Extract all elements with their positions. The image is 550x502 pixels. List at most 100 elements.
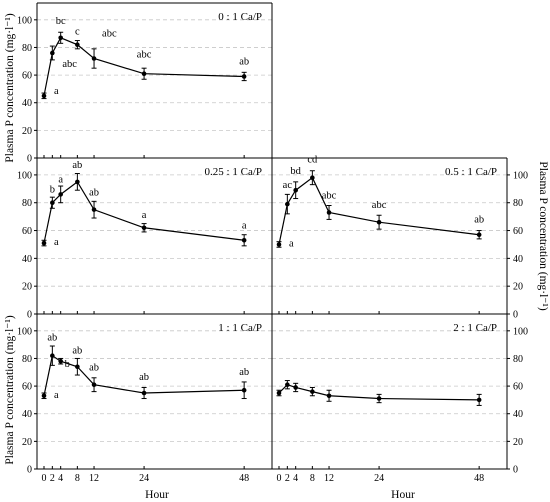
- data-point: [310, 389, 315, 394]
- data-point: [285, 382, 290, 388]
- data-point: [310, 175, 315, 180]
- y-tick-label: 100: [513, 326, 528, 337]
- x-tick-label: 24: [374, 473, 384, 484]
- significance-letter: abc: [102, 29, 117, 40]
- data-point: [241, 237, 247, 243]
- significance-letter: ab: [474, 215, 484, 226]
- significance-letter: cd: [307, 155, 318, 166]
- significance-letter: b: [50, 185, 55, 196]
- data-point: [141, 225, 147, 231]
- y-axis-label-right: Plasma P concentration (mg·l⁻¹): [537, 161, 549, 310]
- significance-letter: a: [289, 238, 294, 249]
- x-tick-label: 48: [239, 473, 249, 484]
- y-tick-label: 0: [513, 465, 518, 476]
- data-point: [241, 74, 247, 79]
- data-point: [58, 35, 63, 41]
- y-tick-label: 100: [17, 15, 32, 26]
- significance-letter: abc: [322, 190, 337, 201]
- data-point: [293, 385, 298, 390]
- y-tick-label: 40: [22, 98, 32, 109]
- y-tick-label: 60: [22, 71, 32, 82]
- data-point: [326, 210, 332, 215]
- data-point: [91, 56, 97, 61]
- significance-letter: a: [142, 210, 147, 221]
- significance-letter: ab: [239, 56, 249, 67]
- significance-letter: ab: [47, 333, 57, 344]
- data-point: [241, 387, 247, 393]
- y-tick-label: 60: [22, 382, 32, 393]
- data-point: [293, 187, 298, 193]
- data-point: [285, 201, 290, 207]
- y-tick-label: 40: [22, 254, 32, 265]
- y-tick-label: 100: [17, 326, 32, 337]
- panel-title: 2 : 1 Ca/P: [453, 322, 497, 334]
- data-point: [75, 364, 80, 370]
- panel-frames: [36, 2, 508, 470]
- x-tick-label: 0: [277, 473, 282, 484]
- significance-letter: a: [54, 86, 59, 97]
- y-tick-label: 20: [513, 437, 523, 448]
- x-tick-label: 12: [324, 473, 334, 484]
- significance-letter: ab: [72, 346, 82, 357]
- data-point: [376, 219, 382, 225]
- y-tick-label: 60: [513, 226, 523, 237]
- y-tick-label: 80: [22, 198, 32, 209]
- y-tick-label: 60: [513, 382, 523, 393]
- data-point: [91, 207, 97, 212]
- significance-letter: a: [242, 220, 247, 231]
- significance-letter: bd: [290, 166, 301, 177]
- panel-1: 0 20 40 60 80 100 0 : 1 Ca/P a abc bcc abc abc ab: [17, 11, 272, 165]
- x-axis-label-left: Hour: [145, 489, 169, 501]
- significance-letter: b: [65, 359, 70, 370]
- y-tick-label: 100: [513, 170, 528, 181]
- y-tick-label: 80: [513, 354, 523, 365]
- x-tick-label: 8: [75, 473, 80, 484]
- x-tick-label: 4: [293, 473, 298, 484]
- data-point: [276, 390, 282, 396]
- data-point: [75, 42, 80, 47]
- x-axis-label-right: Hour: [391, 489, 415, 501]
- y-tick-label: 20: [513, 282, 523, 293]
- data-point: [476, 397, 482, 403]
- significance-letter: ac: [283, 180, 293, 191]
- y-axis-label-left-bottom: Plasma P concentration (mg·l⁻¹): [4, 315, 16, 464]
- significance-letter: c: [75, 27, 80, 38]
- x-tick-label: 12: [89, 473, 99, 484]
- data-point: [75, 179, 80, 185]
- x-tick-label: 4: [58, 473, 63, 484]
- significance-letter: abc: [372, 200, 387, 211]
- significance-letter: abc: [62, 59, 77, 70]
- data-point: [91, 382, 97, 388]
- y-tick-label: 0: [27, 465, 32, 476]
- y-tick-label: 40: [513, 254, 523, 265]
- x-tick-label: 48: [474, 473, 484, 484]
- significance-letter: ab: [139, 372, 149, 383]
- y-tick-label: 100: [17, 170, 32, 181]
- panel-title: 0.25 : 1 Ca/P: [205, 166, 262, 178]
- data-point: [141, 390, 147, 396]
- data-point: [50, 50, 55, 56]
- y-tick-label: 20: [22, 437, 32, 448]
- data-point: [376, 396, 382, 401]
- data-point: [476, 232, 482, 238]
- significance-letter: ab: [72, 160, 82, 171]
- y-axis-label-left: Plasma P concentration (mg·l⁻¹): [4, 13, 16, 162]
- data-point: [58, 192, 63, 197]
- y-tick-label: 80: [22, 354, 32, 365]
- y-tick-label: 80: [22, 43, 32, 54]
- x-tick-label: 24: [139, 473, 149, 484]
- data-point: [41, 93, 47, 99]
- significance-letter: ab: [239, 367, 249, 378]
- significance-letter: a: [54, 390, 59, 401]
- significance-letter: bc: [56, 16, 66, 27]
- data-point: [50, 353, 55, 358]
- data-point: [50, 200, 55, 206]
- significance-letter: ab: [89, 188, 99, 199]
- panel-title: 0.5 : 1 Ca/P: [445, 166, 497, 178]
- significance-letter: ab: [89, 363, 99, 374]
